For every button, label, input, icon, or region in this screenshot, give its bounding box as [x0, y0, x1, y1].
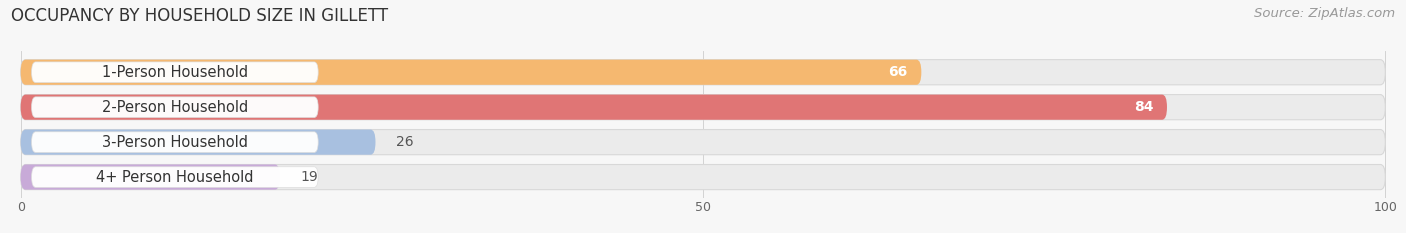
FancyBboxPatch shape — [21, 130, 375, 155]
Text: Source: ZipAtlas.com: Source: ZipAtlas.com — [1254, 7, 1395, 20]
FancyBboxPatch shape — [31, 132, 318, 152]
FancyBboxPatch shape — [21, 60, 921, 85]
FancyBboxPatch shape — [31, 97, 318, 117]
FancyBboxPatch shape — [21, 95, 1167, 120]
FancyBboxPatch shape — [21, 164, 280, 190]
Text: 84: 84 — [1133, 100, 1153, 114]
Text: 3-Person Household: 3-Person Household — [101, 135, 247, 150]
FancyBboxPatch shape — [21, 60, 1385, 85]
FancyBboxPatch shape — [31, 62, 318, 82]
Text: 19: 19 — [301, 170, 318, 184]
Text: OCCUPANCY BY HOUSEHOLD SIZE IN GILLETT: OCCUPANCY BY HOUSEHOLD SIZE IN GILLETT — [11, 7, 388, 25]
FancyBboxPatch shape — [21, 130, 1385, 155]
Text: 26: 26 — [396, 135, 413, 149]
FancyBboxPatch shape — [31, 167, 318, 187]
Text: 1-Person Household: 1-Person Household — [101, 65, 247, 80]
FancyBboxPatch shape — [21, 164, 1385, 190]
Text: 2-Person Household: 2-Person Household — [101, 100, 247, 115]
Text: 66: 66 — [889, 65, 908, 79]
FancyBboxPatch shape — [21, 95, 1385, 120]
Text: 4+ Person Household: 4+ Person Household — [96, 170, 253, 185]
